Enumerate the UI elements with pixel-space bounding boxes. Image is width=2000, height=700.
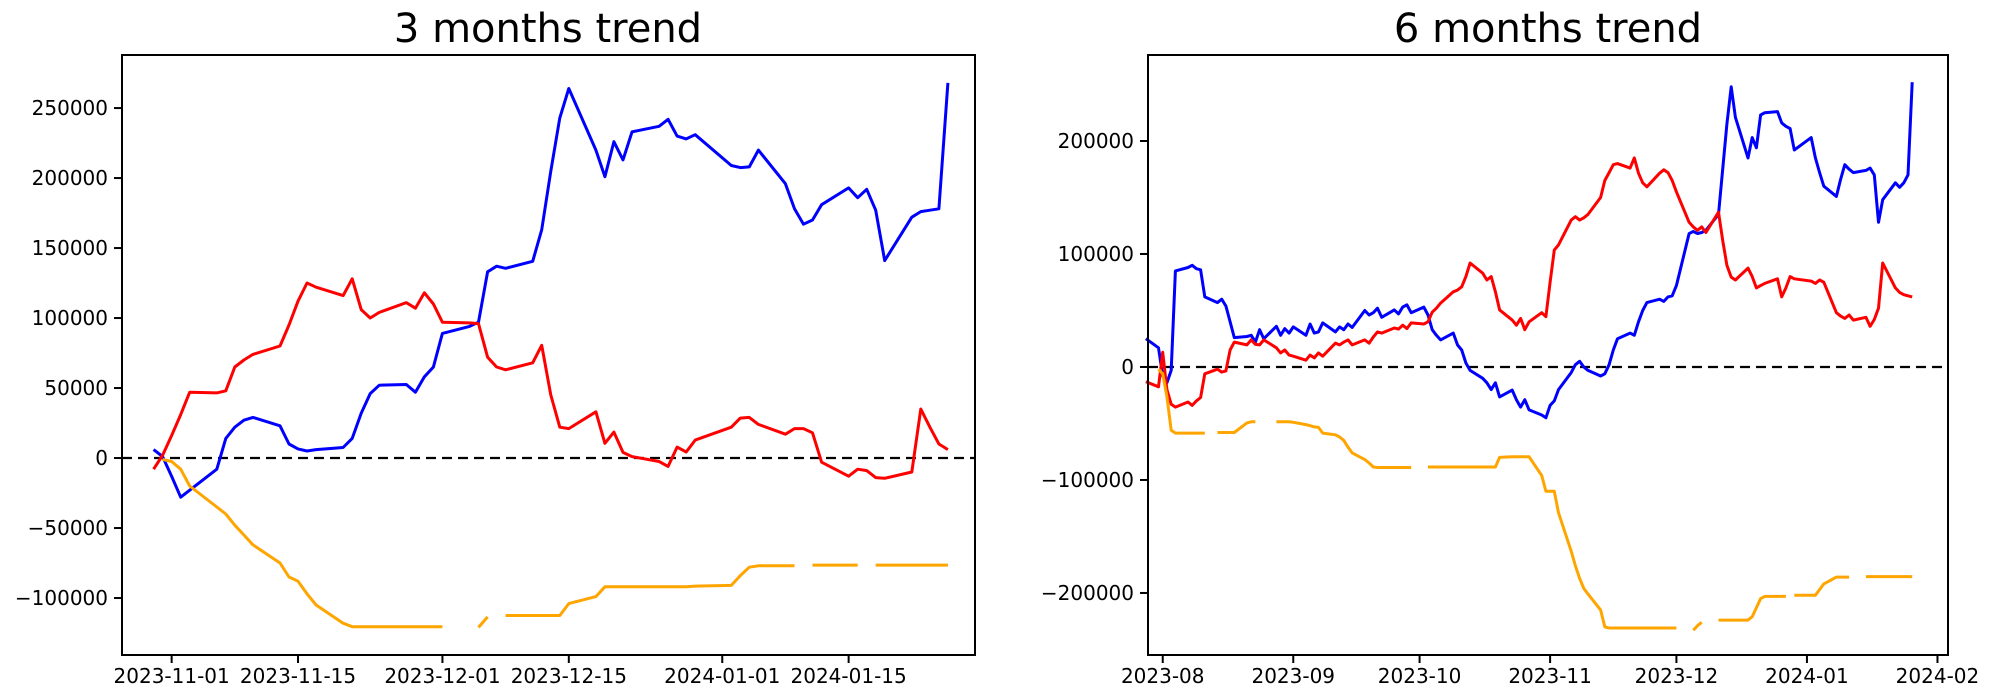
x-tick-label: 2023-08 xyxy=(1121,664,1205,688)
x-tick-label: 2024-01-01 xyxy=(664,664,780,688)
series-line-orange xyxy=(1157,368,1913,632)
y-tick-label: −50000 xyxy=(28,516,108,540)
x-tick-label: 2023-12-15 xyxy=(511,664,627,688)
x-tick-label: 2023-11-01 xyxy=(114,664,230,688)
x-tick-label: 2023-10 xyxy=(1378,664,1462,688)
series-line-red xyxy=(1145,156,1913,409)
x-tick-label: 2023-12 xyxy=(1635,664,1719,688)
x-tick-label: 2023-09 xyxy=(1251,664,1335,688)
series-line-orange xyxy=(162,457,948,629)
x-tick-label: 2023-11 xyxy=(1508,664,1592,688)
series-line-blue xyxy=(1145,82,1914,420)
y-tick-label: −100000 xyxy=(15,586,108,610)
x-tick-label: 2024-01-15 xyxy=(791,664,907,688)
series-line-blue xyxy=(152,82,950,499)
y-tick-label: 150000 xyxy=(32,236,108,260)
x-tick-label: 2023-12-01 xyxy=(384,664,500,688)
y-tick-label: 0 xyxy=(1121,355,1134,379)
y-tick-label: 200000 xyxy=(32,166,108,190)
plot-frame xyxy=(121,54,976,656)
chart-panel-6-months: 6 months trend 2023-08 2023-09 2023-10 2023… xyxy=(1000,0,2000,700)
x-tick-label: 2023-11-15 xyxy=(240,664,356,688)
y-tick-label: −100000 xyxy=(1041,468,1134,492)
chart-panel-3-months: 3 months trend 2023-11-01 2023-11-15 2023-… xyxy=(15,6,976,688)
y-tick-label: 100000 xyxy=(1058,242,1134,266)
x-tick-label: 2024-02 xyxy=(1896,664,1980,688)
y-tick-label: 100000 xyxy=(32,306,108,330)
x-tick-label: 2024-01 xyxy=(1765,664,1849,688)
y-tick-label: 0 xyxy=(95,446,108,470)
chart-title-3-months: 3 months trend xyxy=(394,6,702,52)
y-tick-label: 200000 xyxy=(1058,129,1134,153)
plot-frame xyxy=(1147,54,1949,656)
y-tick-label: 250000 xyxy=(32,96,108,120)
chart-6-months-trend: 6 months trend 2023-08 2023-09 2023-10 2023… xyxy=(1041,6,1980,688)
chart-3-months-trend: 3 months trend 2023-11-01 2023-11-15 2023-… xyxy=(15,6,976,688)
series-line-red xyxy=(152,277,949,480)
y-tick-label: 50000 xyxy=(44,376,108,400)
y-tick-label: −200000 xyxy=(1041,581,1134,605)
chart-title-6-months: 6 months trend xyxy=(1394,6,1702,52)
